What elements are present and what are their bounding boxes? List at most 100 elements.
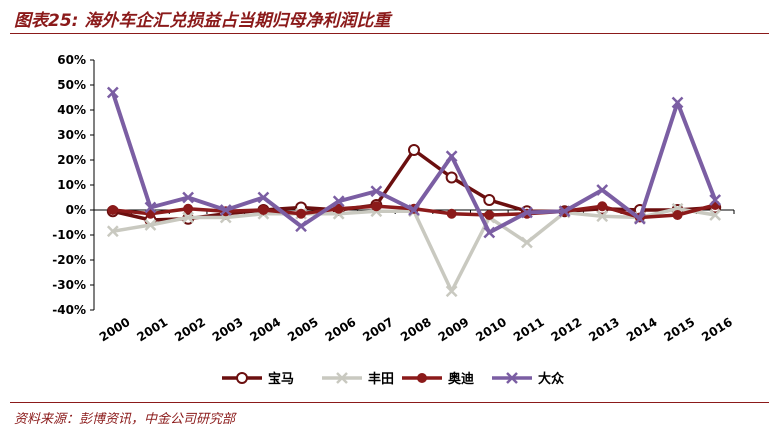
data-point — [182, 211, 195, 224]
series-4 — [106, 86, 722, 239]
y-tick-label: 0% — [66, 203, 86, 217]
data-point — [521, 206, 533, 219]
title-rule — [10, 33, 769, 34]
x-marker-stroke — [558, 205, 571, 218]
x-tick-label: 2010 — [473, 315, 509, 345]
x-tick-label: 2016 — [699, 315, 735, 345]
data-point — [484, 210, 495, 220]
data-point — [296, 208, 307, 219]
data-point — [333, 203, 344, 214]
data-point — [709, 209, 722, 221]
legend-item: 大众 — [492, 371, 564, 387]
data-point — [257, 191, 270, 204]
x-marker-stroke — [332, 195, 345, 208]
legend-item: 宝马 — [222, 371, 294, 387]
legend-item: 奥迪 — [402, 371, 474, 387]
legend: 宝马 丰田 奥迪 大众 — [222, 371, 564, 387]
legend-label: 宝马 — [268, 371, 294, 387]
y-tick-label: 20% — [57, 153, 86, 167]
x-marker-stroke — [596, 210, 609, 223]
data-point — [295, 220, 307, 233]
data-point — [258, 205, 269, 215]
data-point — [332, 195, 345, 208]
legend-label: 丰田 — [368, 371, 394, 387]
source-rule — [10, 402, 769, 403]
legend-label: 大众 — [538, 371, 564, 387]
x-tick-label: 2013 — [586, 315, 622, 345]
x-marker-stroke — [182, 211, 195, 224]
data-point — [370, 185, 383, 198]
x-marker-stroke — [106, 225, 119, 238]
y-tick-label: 40% — [57, 103, 86, 117]
x-tick-label: 2002 — [172, 315, 208, 345]
data-point — [483, 226, 496, 239]
x-tick-label: 2005 — [285, 315, 321, 345]
x-tick-label: 2003 — [210, 315, 246, 345]
x-marker-stroke — [709, 209, 722, 221]
x-tick-label: 2006 — [323, 315, 359, 345]
y-tick-label: -40% — [52, 303, 86, 317]
x-marker-stroke — [483, 226, 496, 239]
y-tick-label: -10% — [52, 228, 86, 242]
series-line — [112, 207, 716, 293]
data-point — [597, 201, 608, 212]
x-marker-stroke — [370, 185, 383, 198]
x-marker-stroke — [144, 219, 157, 231]
series-layer — [106, 86, 722, 298]
data-point — [633, 212, 646, 225]
x-marker-stroke — [336, 372, 348, 384]
x-tick-label: 2014 — [624, 315, 660, 345]
x-marker-stroke — [182, 191, 195, 204]
y-tick-label: 30% — [57, 128, 86, 142]
data-point — [483, 194, 496, 206]
x-marker-stroke — [295, 220, 307, 233]
x-marker-stroke — [521, 236, 533, 249]
x-tick-label: 2007 — [360, 315, 396, 345]
data-point — [408, 144, 420, 156]
data-point — [144, 219, 157, 231]
data-point — [446, 208, 457, 219]
data-point — [182, 191, 195, 204]
x-marker-stroke — [445, 150, 458, 163]
data-point — [672, 210, 683, 220]
y-tick-label: -30% — [52, 278, 86, 292]
data-point — [408, 204, 420, 216]
legend-label: 奥迪 — [448, 371, 474, 387]
data-point — [219, 204, 232, 216]
x-marker-stroke — [257, 191, 270, 204]
legend-marker — [236, 372, 248, 384]
legend-marker — [336, 372, 348, 384]
x-marker-stroke — [633, 212, 646, 225]
legend-item: 丰田 — [322, 371, 394, 387]
data-point — [183, 203, 194, 214]
legend-marker — [506, 372, 518, 384]
x-marker-stroke — [506, 372, 518, 384]
y-tick-label: 50% — [57, 78, 86, 92]
x-tick-label: 2009 — [436, 315, 472, 345]
x-marker-stroke — [521, 206, 533, 219]
data-point — [371, 201, 382, 212]
data-point — [596, 184, 609, 196]
data-point — [558, 205, 571, 218]
legend-marker — [417, 373, 427, 383]
x-tick-label: 2008 — [398, 315, 434, 345]
x-marker-stroke — [671, 96, 684, 109]
data-point — [144, 201, 157, 214]
x-marker-stroke — [219, 204, 232, 216]
x-marker-stroke — [408, 204, 420, 216]
data-point — [596, 210, 609, 223]
data-point — [445, 285, 458, 298]
data-point — [445, 150, 458, 163]
x-marker-stroke — [709, 194, 722, 206]
data-point — [106, 86, 119, 99]
x-marker-stroke — [445, 285, 458, 298]
x-marker-stroke — [144, 201, 157, 214]
source-note: 资料来源：彭博资讯，中金公司研究部 — [14, 412, 236, 427]
x-marker-stroke — [106, 86, 119, 99]
y-tick-label: 60% — [57, 53, 86, 67]
y-tick-label: -20% — [52, 253, 86, 267]
y-tick-label: 10% — [57, 178, 86, 192]
chart-title: 图表25: 海外车企汇兑损益占当期归母净利润比重 — [14, 11, 391, 31]
data-point — [709, 194, 722, 206]
